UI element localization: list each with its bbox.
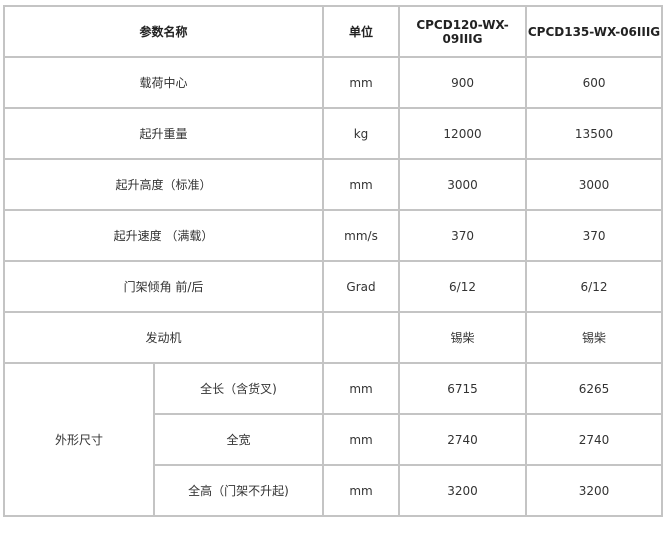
model-2-value: 6/12 <box>525 260 664 313</box>
param-unit: kg <box>322 107 401 160</box>
param-name: 门架倾角 前/后 <box>2 260 325 313</box>
param-name: 全长（含货叉) <box>152 362 325 415</box>
param-unit: mm <box>322 413 401 466</box>
param-unit: mm/s <box>322 209 401 262</box>
param-unit <box>322 311 401 364</box>
header-unit: 单位 <box>322 5 401 58</box>
param-unit: Grad <box>322 260 401 313</box>
param-unit: mm <box>322 158 401 211</box>
header-row: 参数名称 单位 CPCD120-WX-09IIIG CPCD135-WX-06I… <box>2 5 664 58</box>
model-2-value: 13500 <box>525 107 664 160</box>
header-param: 参数名称 <box>2 5 325 58</box>
param-name: 全高（门架不升起) <box>152 464 325 517</box>
model-2-value: 锡柴 <box>525 311 664 364</box>
table-row: 全宽 mm 2740 2740 <box>4 413 664 466</box>
model-1-value: 6/12 <box>398 260 528 313</box>
model-1-value: 12000 <box>398 107 528 160</box>
param-unit: mm <box>322 362 401 415</box>
param-name: 起升速度 （满载） <box>2 209 325 262</box>
model-2-value: 3200 <box>525 464 664 517</box>
table-row: 起升重量 kg 12000 13500 <box>2 107 664 160</box>
param-name: 发动机 <box>2 311 325 364</box>
param-unit: mm <box>322 56 401 109</box>
model-2-value: 370 <box>525 209 664 262</box>
model-2-value: 3000 <box>525 158 664 211</box>
model-1-value: 900 <box>398 56 528 109</box>
header-model-2: CPCD135-WX-06IIIG <box>525 5 664 58</box>
table-row: 全高（门架不升起) mm 3200 3200 <box>4 464 664 517</box>
param-name: 起升高度（标准） <box>2 158 325 211</box>
table-row: 外形尺寸 全长（含货叉) mm 6715 6265 <box>3 362 664 517</box>
group-name: 外形尺寸 <box>3 362 155 517</box>
model-1-value: 锡柴 <box>398 311 528 364</box>
model-2-value: 6265 <box>525 362 664 415</box>
model-2-value: 2740 <box>525 413 664 466</box>
param-name: 载荷中心 <box>2 56 325 109</box>
table-row: 载荷中心 mm 900 600 <box>2 56 664 109</box>
table-row: 起升速度 （满载） mm/s 370 370 <box>2 209 664 262</box>
param-unit: mm <box>322 464 401 517</box>
model-1-value: 6715 <box>398 362 528 415</box>
model-2-value: 600 <box>525 56 664 109</box>
spec-table: 参数名称 单位 CPCD120-WX-09IIIG CPCD135-WX-06I… <box>2 5 664 517</box>
model-1-value: 370 <box>398 209 528 262</box>
table-row: 起升高度（标准） mm 3000 3000 <box>2 158 664 211</box>
param-name: 起升重量 <box>2 107 325 160</box>
table-row: 门架倾角 前/后 Grad 6/12 6/12 <box>2 260 664 313</box>
header-model-1: CPCD120-WX-09IIIG <box>398 5 528 58</box>
param-name: 全宽 <box>152 413 325 466</box>
model-1-value: 3200 <box>398 464 528 517</box>
model-1-value: 2740 <box>398 413 528 466</box>
table-row: 发动机 锡柴 锡柴 <box>2 311 664 364</box>
model-1-value: 3000 <box>398 158 528 211</box>
